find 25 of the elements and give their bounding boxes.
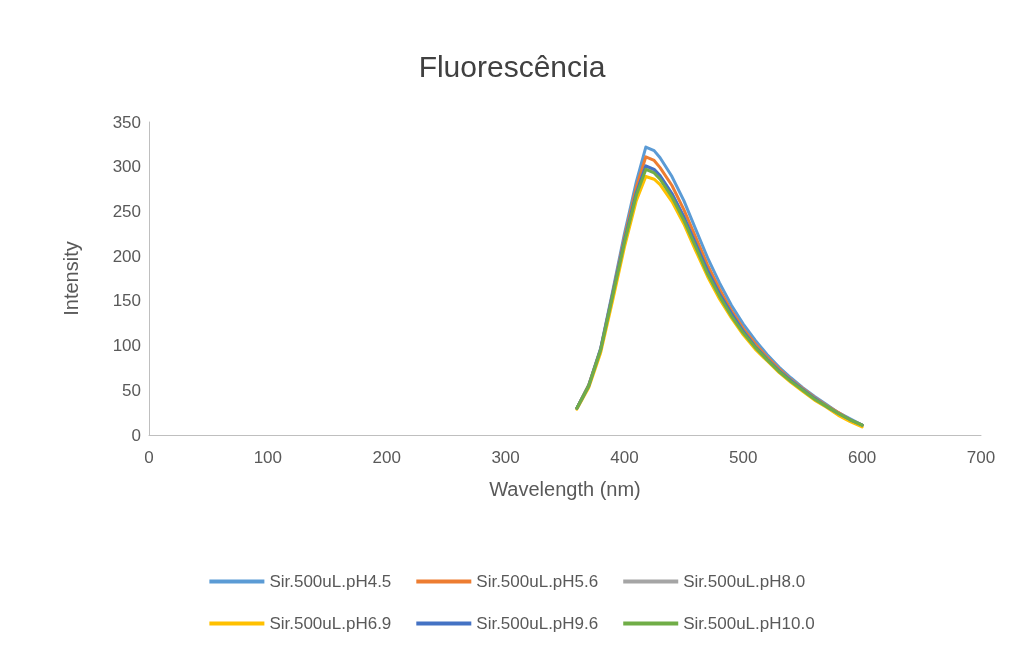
y-tick-label: 200 (112, 246, 141, 266)
y-tick-label: 150 (112, 291, 141, 311)
x-tick-label: 400 (610, 448, 639, 467)
x-tick-label: 100 (253, 448, 283, 467)
y-tick-label: 350 (112, 112, 141, 132)
y-axis-title: Intensity (60, 241, 82, 316)
legend-label: Sir.500uL.pH4.5 (269, 572, 392, 591)
y-tick-label: 300 (112, 157, 141, 177)
legend-label: Sir.500uL.pH8.0 (683, 572, 806, 591)
y-tick-label: 0 (131, 425, 141, 445)
x-tick-label: 300 (491, 448, 520, 467)
y-tick-label: 250 (112, 201, 141, 221)
x-tick-label: 200 (372, 448, 401, 467)
legend-label: Sir.500uL.pH6.9 (269, 614, 392, 633)
y-tick-label: 50 (122, 380, 141, 400)
x-tick-label: 500 (729, 448, 758, 467)
x-tick-label: 0 (144, 448, 154, 467)
legend-label: Sir.500uL.pH9.6 (476, 614, 599, 633)
chart-title: Fluorescência (418, 49, 606, 83)
legend-label: Sir.500uL.pH10.0 (683, 614, 815, 633)
y-tick-label: 100 (112, 336, 141, 356)
legend-label: Sir.500uL.pH5.6 (476, 572, 599, 591)
x-tick-label: 600 (847, 448, 877, 467)
x-tick-label: 700 (966, 448, 996, 467)
x-axis-title: Wavelength (nm) (489, 478, 641, 500)
